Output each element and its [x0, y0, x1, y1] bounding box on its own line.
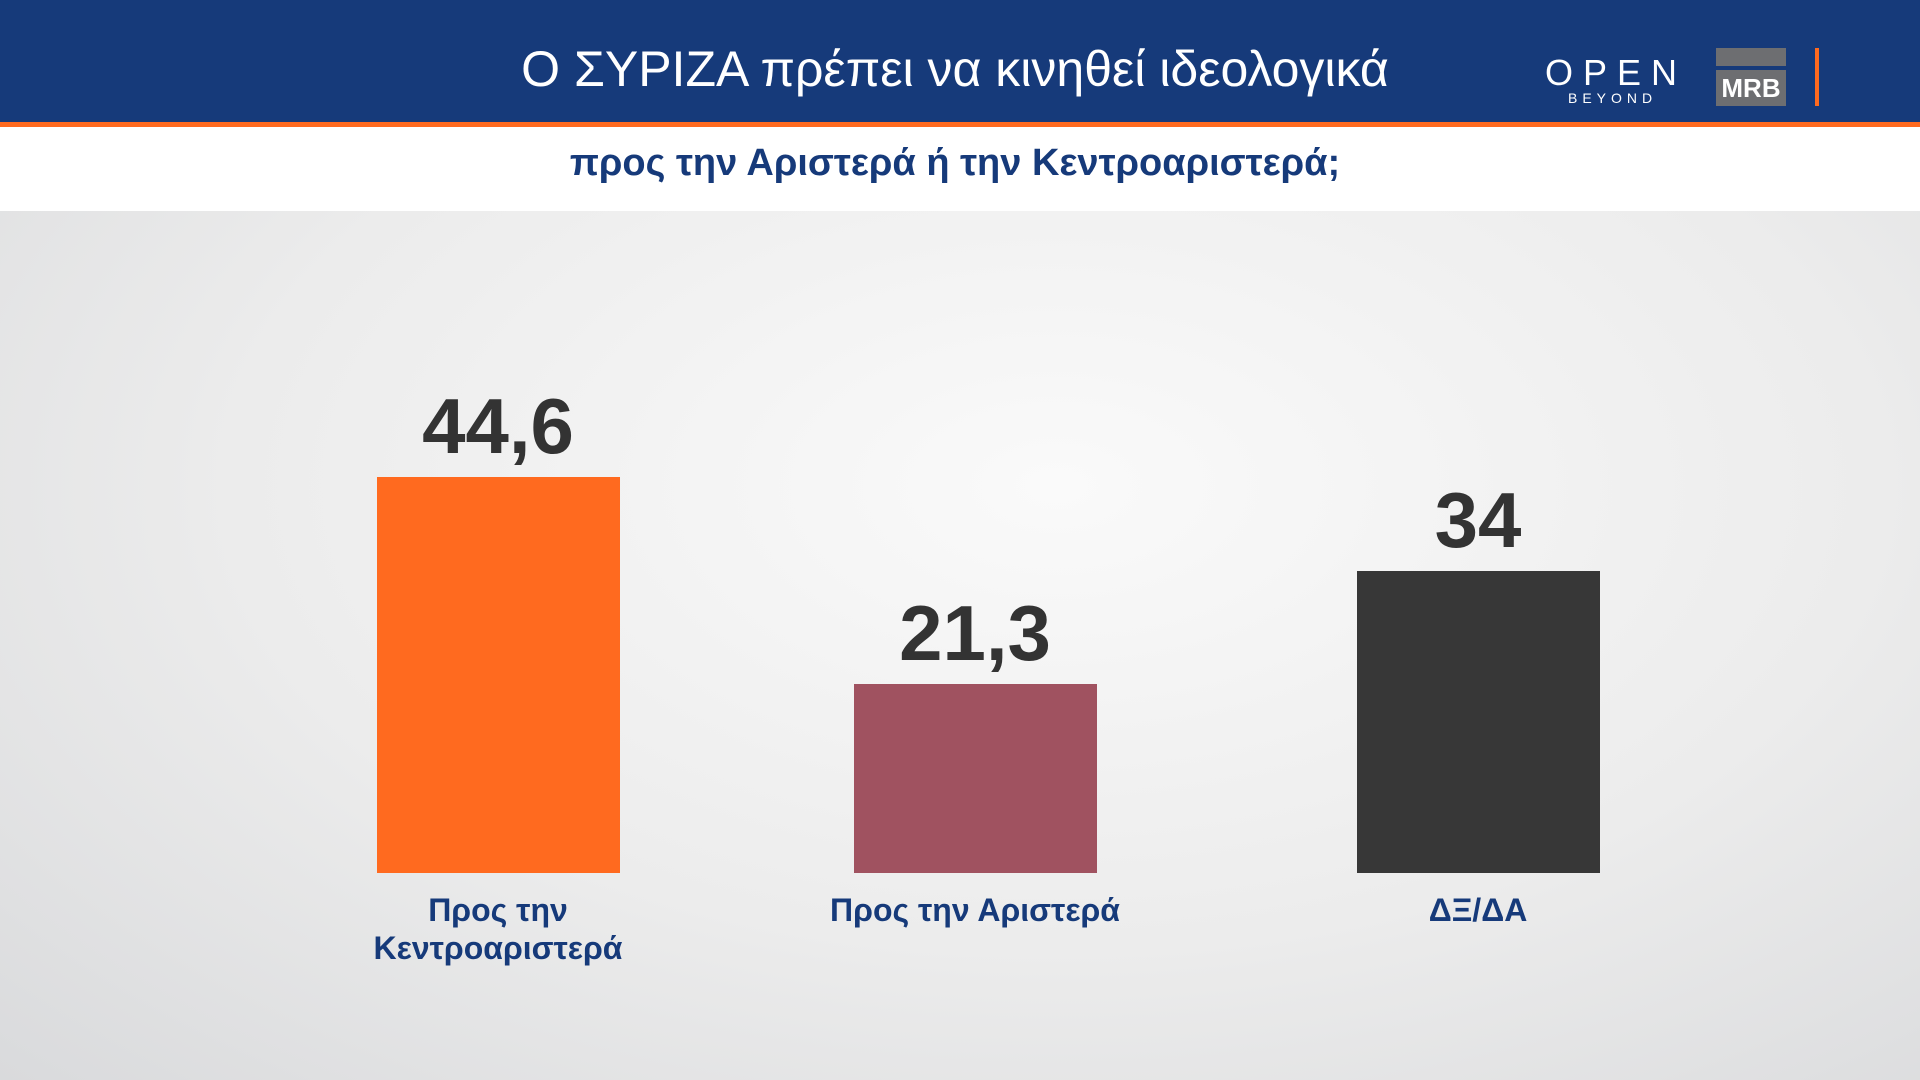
bar: [853, 684, 1097, 873]
value-label: 44,6: [422, 382, 574, 471]
title: Ο ΣΥΡΙΖΑ πρέπει να κινηθεί ιδεολογικά: [521, 41, 1389, 97]
value-label: 34: [1434, 476, 1522, 565]
logo-beyond: BEYOND: [1568, 90, 1658, 106]
value-label: 21,3: [899, 589, 1051, 678]
category-label: Προς την Αριστερά: [830, 892, 1120, 928]
category-label: Προς την Κεντροαριστερά: [373, 892, 623, 966]
category-label: ΔΞ/ΔΑ: [1428, 892, 1528, 928]
divider: [1815, 48, 1819, 106]
logo-mrb-top: [1716, 48, 1786, 66]
bar: [1356, 571, 1600, 873]
subtitle: προς την Αριστερά ή την Κεντροαριστερά;: [569, 142, 1341, 184]
bar: [376, 477, 620, 873]
logo-open: OPEN: [1545, 52, 1688, 93]
logo-mrb: MRB: [1716, 70, 1786, 106]
subtitle-band: [0, 127, 1920, 211]
header-bar: [0, 0, 1920, 127]
